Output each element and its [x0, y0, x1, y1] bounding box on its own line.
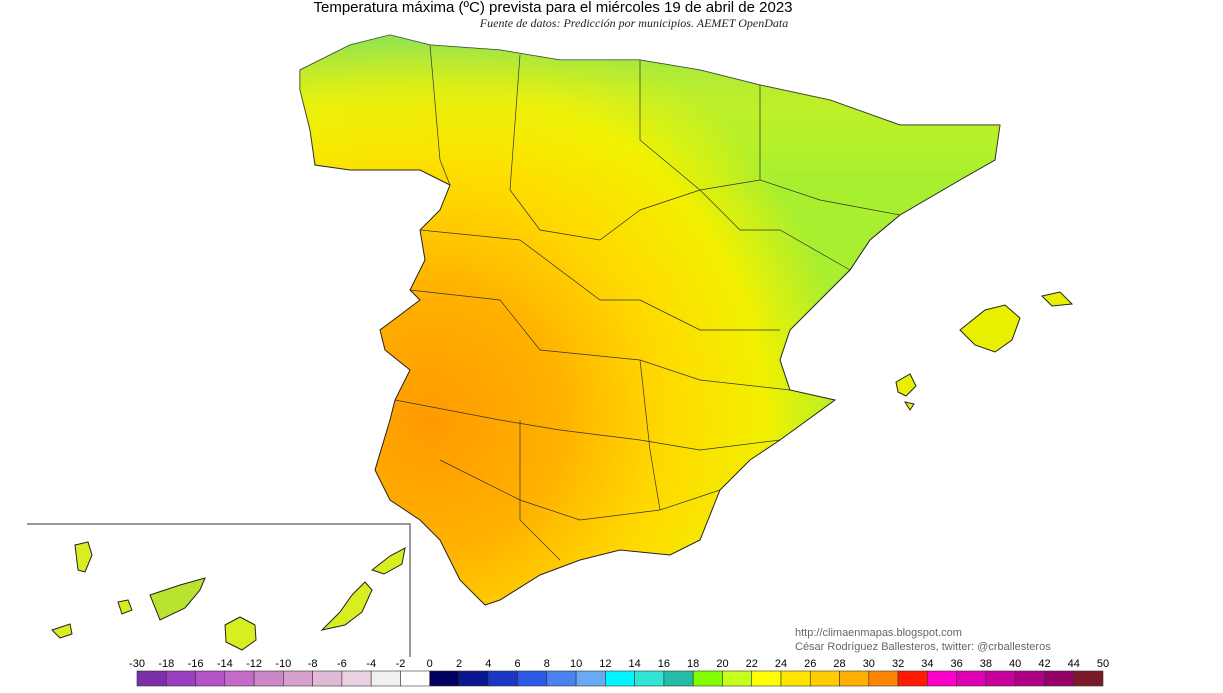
legend-tick-label: 26	[804, 658, 816, 670]
legend-tick-label: 34	[921, 658, 933, 670]
legend-swatch	[1073, 670, 1104, 687]
legend-tick-label: -14	[217, 658, 233, 670]
legend-tick-label: 16	[658, 658, 670, 670]
canary-inset	[27, 523, 411, 657]
legend-tick-label: 18	[687, 658, 699, 670]
legend-swatch	[634, 670, 665, 687]
legend-tick-label: -6	[337, 658, 347, 670]
legend-tick-label: 38	[980, 658, 992, 670]
legend-tick-label: 50	[1097, 658, 1109, 670]
legend-swatch	[605, 670, 635, 687]
map-source: Fuente de datos: Predicción por municipi…	[479, 16, 788, 30]
legend-tick-label: -10	[275, 658, 291, 670]
legend-swatch	[1044, 670, 1075, 687]
legend-swatch	[956, 670, 987, 687]
balearic-islands	[895, 291, 1074, 411]
legend-tick-label: 8	[544, 658, 550, 670]
legend-swatch	[692, 670, 723, 687]
legend-swatch	[517, 670, 548, 687]
legend-swatch	[927, 670, 957, 687]
legend-tick-label: 6	[514, 658, 520, 670]
legend-swatch	[283, 670, 313, 687]
legend-swatch	[165, 670, 196, 687]
credits-url: http://climaenmapas.blogspot.com	[795, 627, 962, 639]
legend-tick-label: -18	[158, 658, 174, 670]
legend-swatch	[663, 670, 694, 687]
legend-tick-label: 28	[833, 658, 845, 670]
legend-swatch	[400, 670, 431, 687]
color-legend: -30 -18 -16 -14 -12 -10 -8 -6 -4 -2 0 2 4 6 8 10 12 14 16 1…	[129, 658, 1109, 687]
legend-tick-label: 10	[570, 658, 582, 670]
legend-tick-label: 36	[951, 658, 963, 670]
legend-tick-label: -12	[246, 658, 262, 670]
legend-tick-label: 24	[775, 658, 787, 670]
legend-swatch	[751, 670, 782, 687]
legend-swatch	[487, 670, 518, 687]
legend-swatch	[195, 670, 226, 687]
legend-swatch	[868, 670, 899, 687]
legend-tick-label: 14	[629, 658, 641, 670]
legend-swatch	[722, 670, 753, 687]
legend-tick-label: 12	[599, 658, 611, 670]
legend-tick-label: -8	[308, 658, 318, 670]
legend-swatch	[136, 670, 167, 687]
legend-tick-label: 44	[1068, 658, 1080, 670]
legend-swatch	[224, 670, 255, 687]
legend-tick-label: 0	[427, 658, 433, 670]
legend-tick-label: 4	[485, 658, 491, 670]
legend-tick-label: 42	[1038, 658, 1050, 670]
legend-tick-label: -30	[129, 658, 145, 670]
peninsula	[299, 34, 1001, 606]
legend-swatch	[253, 670, 284, 687]
legend-swatch	[897, 670, 928, 687]
legend-tick-label: 30	[863, 658, 875, 670]
legend-swatch	[575, 670, 606, 687]
legend-tick-label: 40	[1009, 658, 1021, 670]
legend-swatch	[341, 670, 372, 687]
legend-tick-label: -4	[366, 658, 376, 670]
legend-swatch	[1014, 670, 1045, 687]
legend-swatch	[458, 670, 489, 687]
legend-tick-label: -16	[188, 658, 204, 670]
legend-swatch	[312, 670, 343, 687]
legend-tick-label: 22	[746, 658, 758, 670]
legend-tick-label: 20	[716, 658, 728, 670]
legend-swatch	[839, 670, 870, 687]
legend-tick-label: 2	[456, 658, 462, 670]
legend-swatch	[429, 670, 460, 687]
legend-swatch	[985, 670, 1016, 687]
credits-author: César Rodríguez Ballesteros, twitter: @c…	[795, 641, 1051, 653]
legend-swatch	[370, 670, 401, 687]
legend-tick-label: -2	[396, 658, 406, 670]
map-title: Temperatura máxima (ºC) prevista para el…	[313, 0, 792, 16]
legend-tick-label: 32	[892, 658, 904, 670]
legend-swatch	[780, 670, 811, 687]
legend-swatch	[546, 670, 577, 687]
legend-swatch	[809, 670, 840, 687]
